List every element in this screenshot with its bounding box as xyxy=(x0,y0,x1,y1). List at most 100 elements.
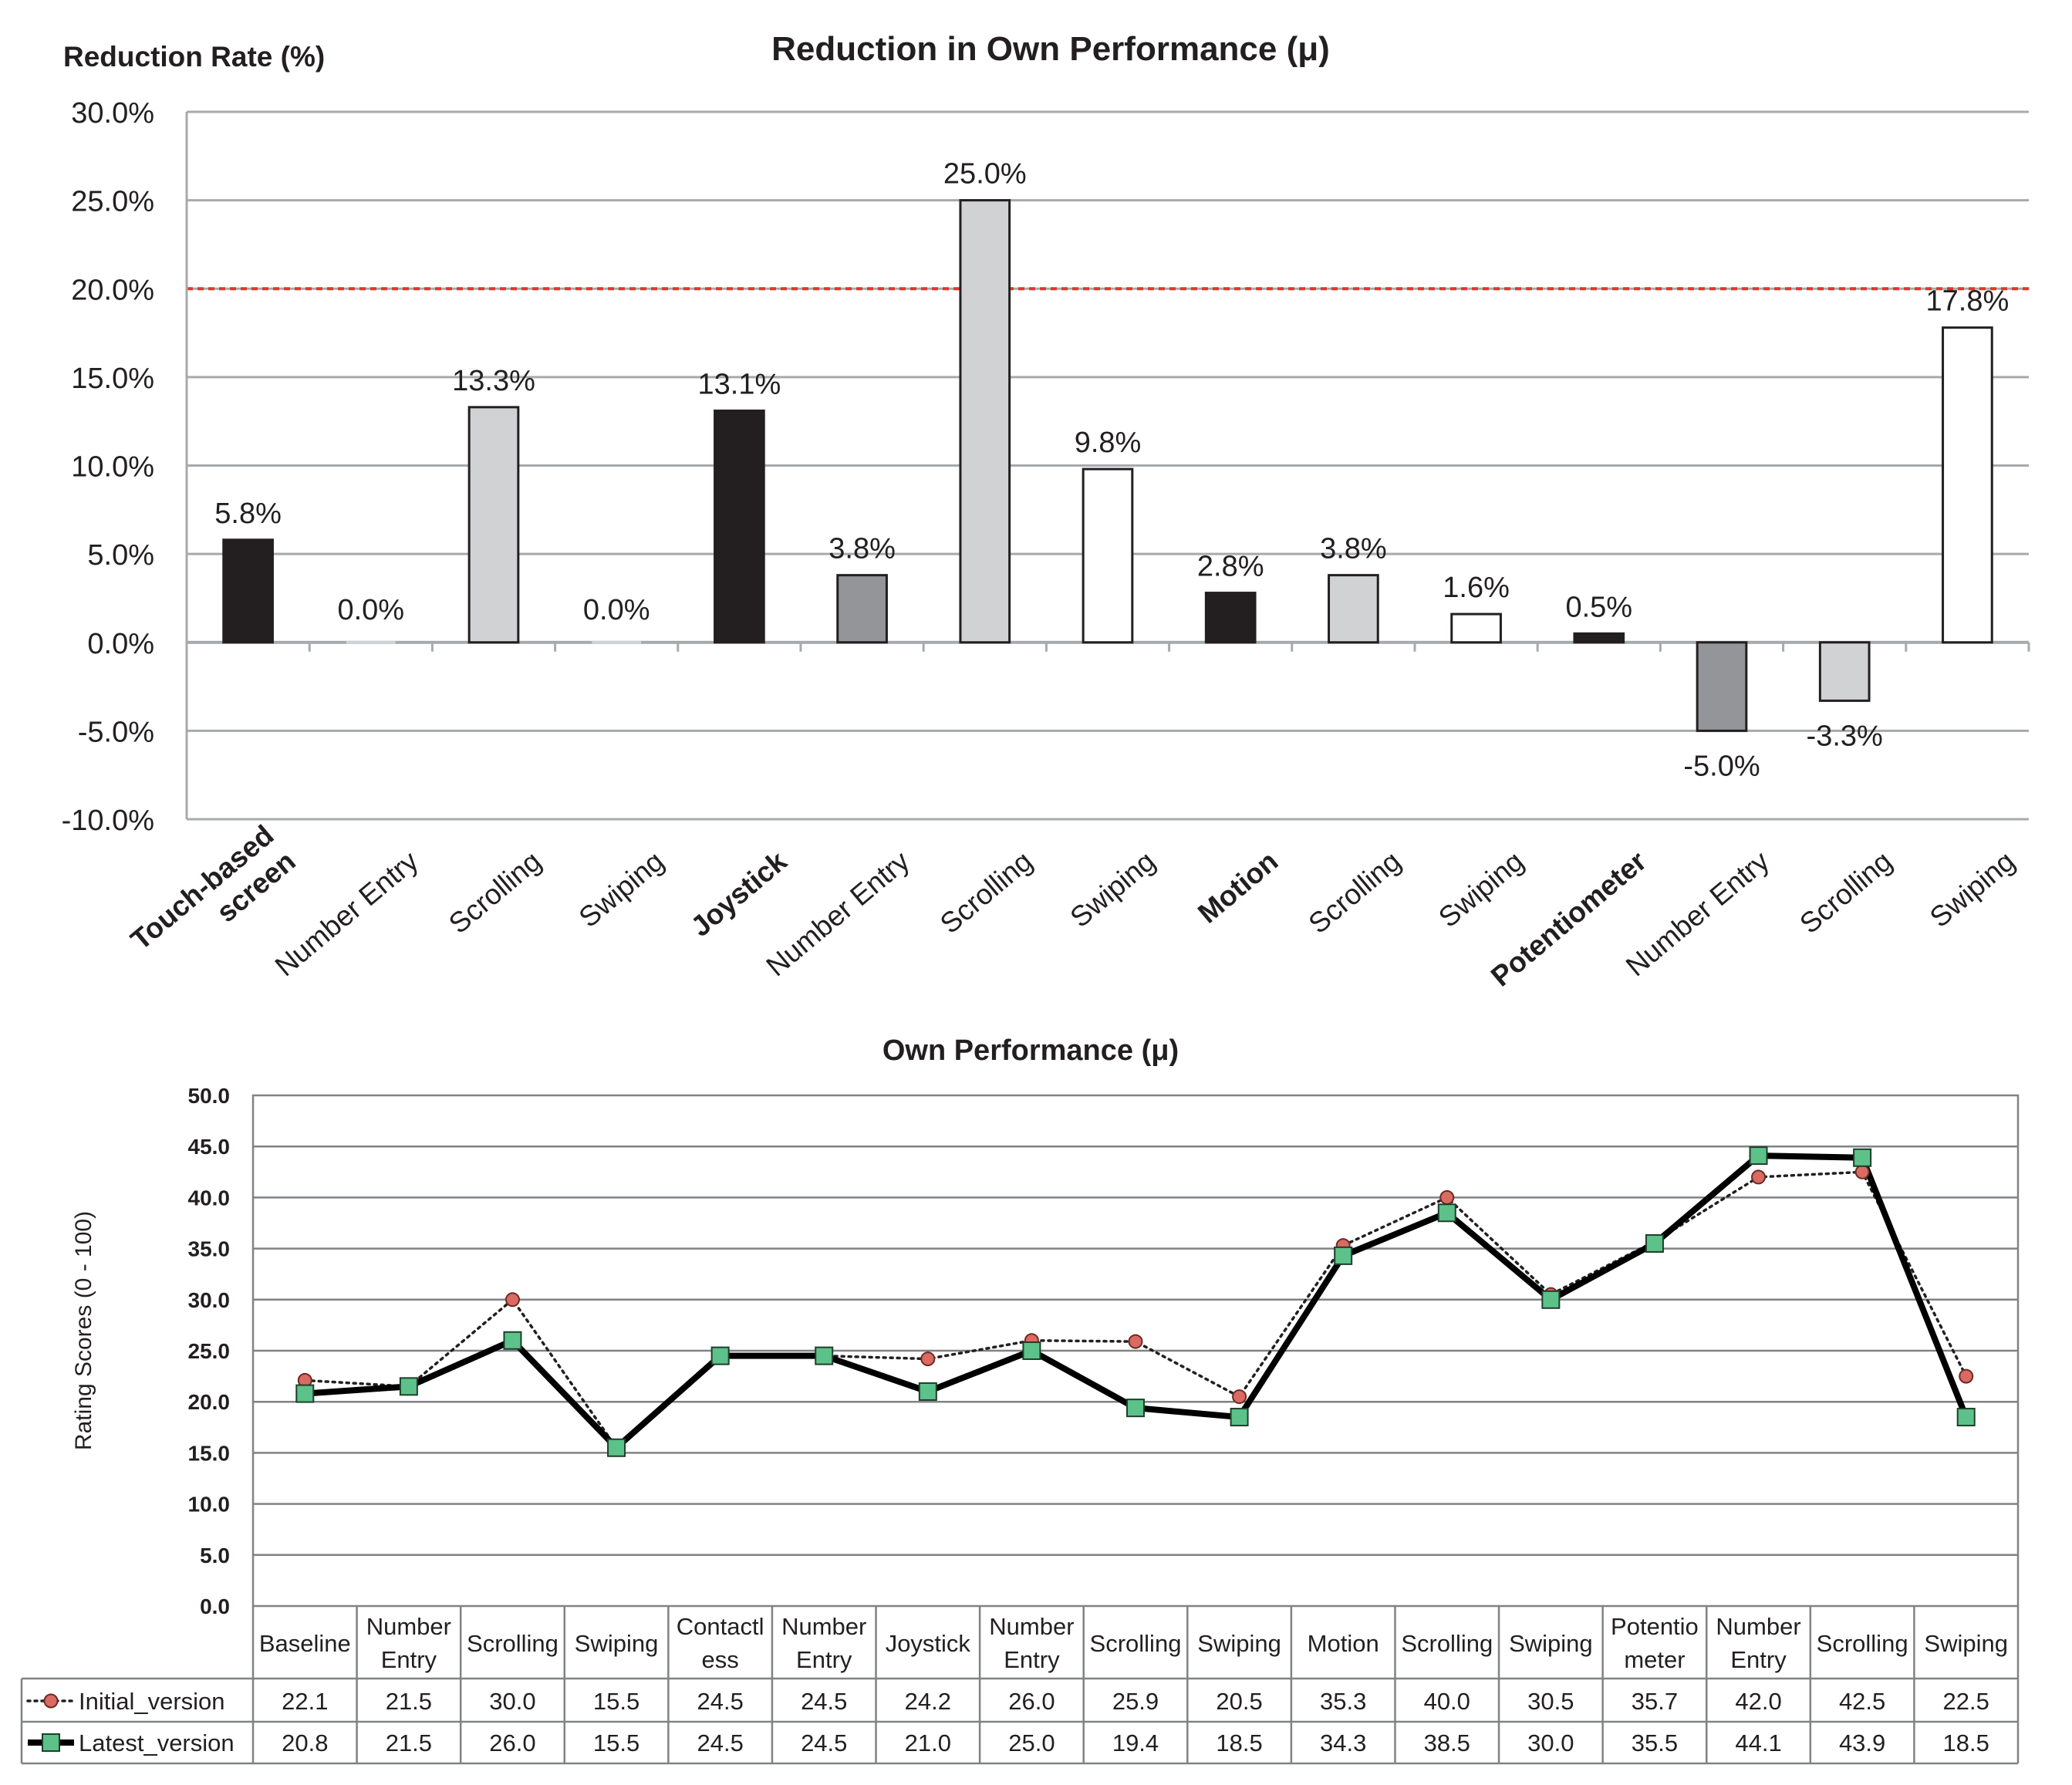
table-header-cell: Swiping xyxy=(1924,1630,2008,1657)
table-value-cell: 30.0 xyxy=(489,1688,535,1715)
table-header-cell: Swiping xyxy=(1509,1630,1593,1657)
table-header-cell: Number xyxy=(989,1613,1074,1640)
bar-chart-category-label: Swiping xyxy=(1065,845,1162,933)
series-initial-point xyxy=(1232,1389,1247,1405)
bar-chart-value-label: 9.8% xyxy=(1075,427,1142,459)
line-chart-y-tick: 20.0 xyxy=(188,1390,231,1414)
bar-chart-y-tick: 25.0% xyxy=(71,186,154,218)
table-value-cell: 21.0 xyxy=(905,1729,951,1756)
legend-latest-marker xyxy=(42,1733,60,1752)
table-header-cell: Number xyxy=(366,1613,451,1640)
series-latest-point xyxy=(1853,1148,1872,1167)
bar-chart-y-tick-labels: 30.0% 25.0% 20.0% 15.0% 10.0% 5.0% 0.0% -5.0% -1… xyxy=(62,97,154,837)
bar-chart-value-label: 2.8% xyxy=(1197,551,1264,583)
bar-chart-value-labels: 5.8% 0.0% 13.3% 0.0% 13.1% 3.8% 25.0% 9.8% 2.8% 3… xyxy=(214,158,2009,783)
table-value-cell: 26.0 xyxy=(489,1729,535,1756)
bar-chart-category-line: Scrolling xyxy=(934,845,1038,940)
line-chart-title: Own Performance (μ) xyxy=(882,1034,1179,1067)
bar-chart-y-tick: 20.0% xyxy=(71,274,154,306)
legend-initial-marker xyxy=(43,1693,59,1709)
bar-chart-bar xyxy=(1204,592,1257,644)
line-chart-y-tick: 40.0 xyxy=(188,1186,231,1210)
line-chart-y-tick: 25.0 xyxy=(188,1339,231,1363)
bar-chart-category-label: Swiping xyxy=(573,845,670,933)
series-initial-point xyxy=(1128,1334,1143,1349)
line-chart-y-tick: 30.0 xyxy=(188,1288,231,1312)
bar-chart-value-label: 0.0% xyxy=(337,594,404,626)
table-value-cell: 21.5 xyxy=(386,1729,432,1756)
table-value-cell: 38.5 xyxy=(1424,1729,1470,1756)
bar-chart-category-label: Scrolling xyxy=(1794,845,1898,940)
table-header-cell: Swiping xyxy=(1197,1630,1281,1657)
bar-chart-bar xyxy=(836,574,888,644)
legend-series-name: Initial_version xyxy=(79,1688,225,1715)
bar-chart-value-label: 3.8% xyxy=(1320,533,1387,565)
bar-chart-value-label: 1.6% xyxy=(1443,572,1510,604)
series-latest-point xyxy=(1022,1341,1041,1360)
series-latest-point xyxy=(1645,1233,1664,1253)
bar-chart-value-label: 3.8% xyxy=(828,533,896,565)
series-latest-point xyxy=(815,1346,834,1365)
series-initial-point xyxy=(505,1292,520,1308)
bar-chart-value-label: 13.3% xyxy=(452,365,535,397)
bar-chart-category-label: Scrolling xyxy=(443,845,547,940)
line-chart-y-tick: 45.0 xyxy=(188,1135,231,1159)
line-chart-data-table: Baseline Number Entry Scrolling Swiping Conta… xyxy=(20,1606,2020,1765)
bar-chart-value-label: 5.8% xyxy=(214,498,282,530)
table-value-cell: 35.7 xyxy=(1632,1688,1678,1715)
table-header-cell: Joystick xyxy=(886,1630,971,1657)
table-value-cell: 25.9 xyxy=(1112,1688,1159,1715)
series-initial-point xyxy=(1439,1189,1455,1205)
bar-chart-ylabel: Reduction Rate (%) xyxy=(63,41,325,73)
bar-chart-category-label: Scrolling xyxy=(1302,845,1406,940)
bar-chart-bar xyxy=(1328,574,1379,644)
table-header-cell: Scrolling xyxy=(467,1630,558,1657)
bar-chart-category-line: Swiping xyxy=(1065,845,1162,933)
line-chart-y-tick-labels: 50.0 45.0 40.0 35.0 30.0 25.0 20.0 15.0 10.0 5.0 0… xyxy=(188,1084,231,1618)
table-value-cell: 43.9 xyxy=(1839,1729,1885,1756)
bar-chart-bar xyxy=(1573,632,1625,644)
series-latest-point xyxy=(1749,1146,1768,1166)
line-chart-y-tick: 10.0 xyxy=(188,1493,231,1517)
series-latest-point xyxy=(918,1382,937,1401)
table-header-cell: Motion xyxy=(1308,1630,1379,1657)
line-chart-y-tick: 50.0 xyxy=(188,1084,231,1108)
bar-chart-title: Reduction in Own Performance (μ) xyxy=(771,30,1330,68)
bar-chart-bar xyxy=(1942,326,1993,644)
bar-chart-category-line: Swiping xyxy=(573,845,670,933)
table-value-cell: 24.5 xyxy=(697,1688,743,1715)
series-latest-point xyxy=(607,1438,626,1457)
bar-chart-bar xyxy=(1818,641,1871,702)
series-latest-point xyxy=(1126,1399,1145,1418)
series-initial-point xyxy=(1751,1169,1767,1185)
bar-chart-bar xyxy=(959,199,1011,644)
table-value-cell: 24.5 xyxy=(801,1729,847,1756)
table-value-cell: 30.5 xyxy=(1527,1688,1574,1715)
table-value-cell: 35.5 xyxy=(1632,1729,1678,1756)
table-value-cell: 42.0 xyxy=(1735,1688,1781,1715)
bar-chart-value-label: 0.5% xyxy=(1565,591,1632,623)
bar-chart-bar xyxy=(714,409,765,644)
table-value-cell: 22.5 xyxy=(1943,1688,1989,1715)
series-latest-point xyxy=(1956,1408,1976,1427)
table-value-cell: 25.0 xyxy=(1008,1729,1055,1756)
table-value-cell: 15.5 xyxy=(593,1729,639,1756)
bar-chart-category-label: Swiping xyxy=(1433,845,1530,933)
bar-chart-y-tick: 15.0% xyxy=(71,363,154,395)
table-value-cell: 20.5 xyxy=(1216,1688,1262,1715)
table-value-cell: 15.5 xyxy=(593,1688,639,1715)
table-value-cell: 19.4 xyxy=(1112,1729,1159,1756)
table-value-cell: 21.5 xyxy=(386,1688,432,1715)
bar-chart-value-label: -5.0% xyxy=(1683,750,1760,782)
series-latest-point xyxy=(399,1377,418,1396)
table-value-cell: 20.8 xyxy=(282,1729,328,1756)
line-chart-y-tick: 15.0 xyxy=(188,1441,231,1465)
table-value-cell: 30.0 xyxy=(1527,1729,1574,1756)
table-header-cell: Entry xyxy=(381,1646,437,1673)
table-value-cell: 22.1 xyxy=(282,1688,328,1715)
bar-chart-category-label: Motion xyxy=(1192,845,1284,929)
bar-chart-category-line: Swiping xyxy=(1924,845,2021,933)
bar-chart-y-tick: -5.0% xyxy=(78,716,154,748)
table-value-cell: 42.5 xyxy=(1839,1688,1885,1715)
